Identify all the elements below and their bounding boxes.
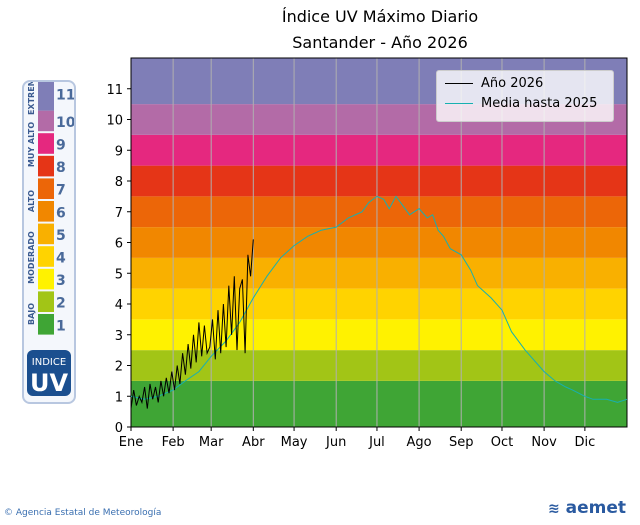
uv-band-7 <box>131 196 627 228</box>
y-tick-label-5: 5 <box>115 267 123 282</box>
logo-wave-icon: ≋ <box>548 501 560 517</box>
logo-text: aemet <box>565 498 627 518</box>
legend-swatch-mean <box>445 103 473 104</box>
uv-badge <box>27 350 71 396</box>
y-tick-label-6: 6 <box>115 237 123 252</box>
y-tick-label-11: 11 <box>106 83 123 98</box>
y-tick-label-9: 9 <box>115 144 123 159</box>
uv-scale-graphic: 1 2 3 4 5 6 7 8 9 10 11+ BAJO MODERADO ALTO MUY ALTO EX… <box>27 71 87 397</box>
uv-scale-swatch-3 <box>38 268 54 290</box>
legend-item-2026: Año 2026 <box>445 76 543 91</box>
chart-legend: Año 2026 Media hasta 2025 <box>436 70 614 122</box>
uv-badge-top-text: INDICE <box>32 357 66 368</box>
uv-scale-category-alto: ALTO <box>27 190 36 212</box>
uv-band-1 <box>131 380 627 427</box>
y-tick-label-10: 10 <box>106 114 123 129</box>
legend-label-2026: Año 2026 <box>481 76 544 91</box>
series-mean-line <box>130 195 628 403</box>
legend-swatch-2026 <box>445 83 473 84</box>
uv-band-2 <box>131 350 627 381</box>
uv-scale-level-5: 5 <box>56 228 66 244</box>
x-tick-label-jun: Jun <box>325 435 346 450</box>
agency-name: Agencia Estatal de Meteorología <box>15 508 162 518</box>
y-tick-label-2: 2 <box>115 360 123 375</box>
x-tick-label-dic: Dic <box>574 435 595 450</box>
uv-scale-swatch-11 <box>38 76 54 111</box>
uv-scale-category-extremo: EXTREMO <box>27 82 36 115</box>
copyright-icon: © <box>4 508 13 518</box>
chart-subtitle: Santander - Año 2026 <box>292 33 468 52</box>
uv-band-8 <box>131 165 627 197</box>
uv-scale-level-9: 9 <box>56 138 66 154</box>
y-tick-label-4: 4 <box>115 298 123 313</box>
uv-scale-level-11: 11+ <box>56 87 74 103</box>
uv-band-6 <box>131 227 627 258</box>
uv-scale-level-2: 2 <box>56 296 66 312</box>
uv-scale-swatch-5 <box>38 223 54 245</box>
uv-scale-swatch-8 <box>38 155 54 177</box>
x-tick-label-oct: Oct <box>491 435 513 450</box>
aemet-logo: ≋ aemet <box>548 498 626 518</box>
uv-scale-category-bajo: BAJO <box>27 303 36 325</box>
x-tick-label-mar: Mar <box>199 435 224 450</box>
uv-scale-swatch-2 <box>38 291 54 312</box>
uv-index-scale: 1 2 3 4 5 6 7 8 9 10 11+ BAJO MODERADO ALTO MUY ALTO EX… <box>22 71 87 404</box>
uv-scale-swatch-10 <box>38 110 54 132</box>
uv-band-9 <box>131 134 627 166</box>
x-tick-label-ago: Ago <box>407 435 432 450</box>
uv-scale-swatch-4 <box>38 246 54 267</box>
uv-band-5 <box>131 257 627 289</box>
uv-scale-level-4: 4 <box>56 251 66 267</box>
uv-scale-category-moderado: MODERADO <box>27 231 36 284</box>
y-tick-label-8: 8 <box>115 175 123 190</box>
x-tick-label-may: May <box>281 435 308 450</box>
uv-scale-level-1: 1 <box>56 318 66 334</box>
legend-label-mean: Media hasta 2025 <box>481 96 598 111</box>
uv-scale-category-muy-alto: MUY ALTO <box>27 122 36 167</box>
uv-scale-level-6: 6 <box>56 205 66 221</box>
x-tick-label-ene: Ene <box>119 435 143 450</box>
x-tick-label-abr: Abr <box>242 435 265 450</box>
x-tick-label-nov: Nov <box>531 435 557 450</box>
y-tick-label-3: 3 <box>115 329 123 344</box>
y-tick-label-7: 7 <box>115 206 123 221</box>
uv-scale-level-7: 7 <box>56 183 66 199</box>
uv-scale-swatch-9 <box>38 133 54 154</box>
uv-scale-swatch-7 <box>38 178 54 199</box>
legend-item-mean: Media hasta 2025 <box>445 96 597 111</box>
uv-scale-level-3: 3 <box>56 273 66 289</box>
y-tick-label-1: 1 <box>115 390 123 405</box>
uv-band-4 <box>131 288 627 320</box>
uv-scale-level-8: 8 <box>56 160 66 176</box>
y-tick-label-0: 0 <box>115 421 123 436</box>
chart-title: Índice UV Máximo Diario <box>281 7 479 26</box>
x-tick-label-sep: Sep <box>449 435 474 450</box>
uv-scale-swatch-6 <box>38 201 54 222</box>
x-tick-label-jul: Jul <box>368 435 385 450</box>
uv-scale-level-10: 10 <box>56 115 74 131</box>
series-2026-line <box>130 239 254 409</box>
uv-badge-bottom-text: UV <box>30 369 68 397</box>
footer-agency: © Agencia Estatal de Meteorología <box>4 508 161 518</box>
uv-scale-swatch-1 <box>38 314 54 335</box>
x-tick-label-feb: Feb <box>162 435 185 450</box>
